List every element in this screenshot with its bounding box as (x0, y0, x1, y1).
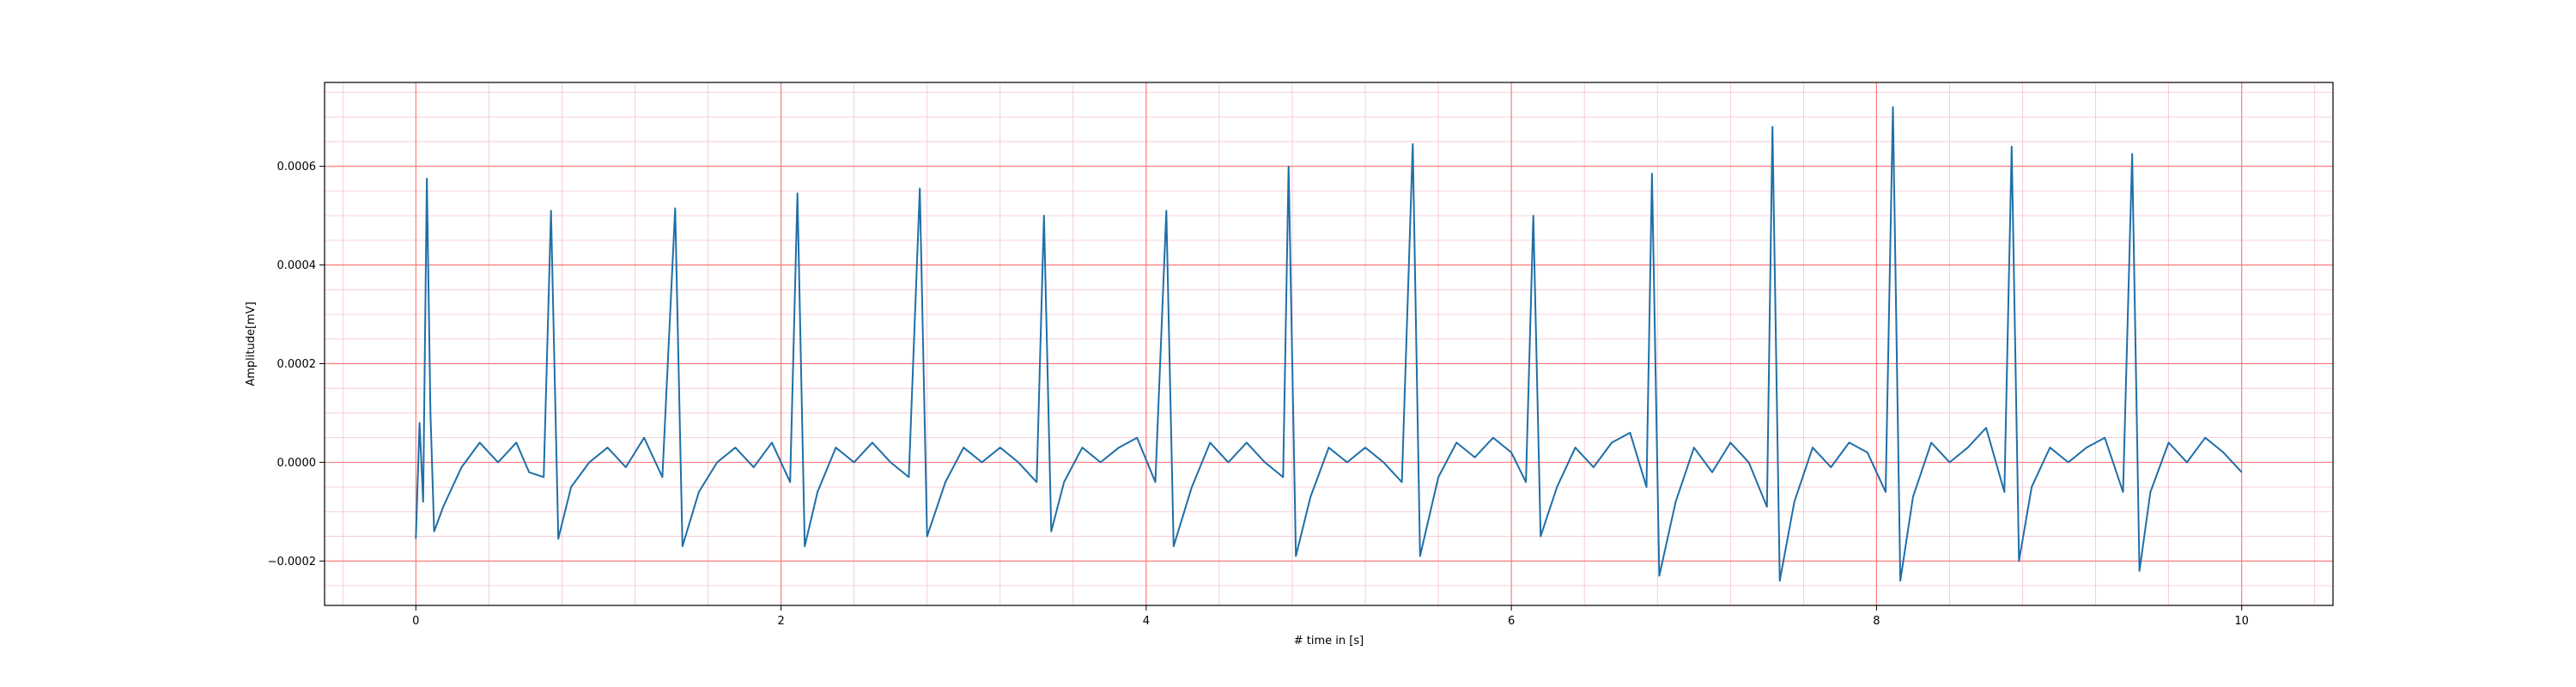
y-tick-label: 0.0004 (277, 259, 317, 272)
x-axis-label: # time in [s] (1294, 635, 1364, 647)
x-tick-label: 0 (412, 615, 419, 628)
x-axis: 0 2 4 6 8 10 (412, 605, 2249, 628)
y-axis-label: Amplitude[mV] (245, 301, 258, 386)
series-layer (415, 106, 2243, 582)
x-tick-label: 4 (1143, 615, 1150, 628)
y-tick-label: 0.0002 (277, 358, 317, 371)
minor-grid (325, 82, 2333, 605)
plot-frame (324, 82, 2334, 606)
x-tick-label: 8 (1873, 615, 1880, 628)
ecg-series-line (415, 106, 2243, 582)
x-tick-label: 2 (777, 615, 784, 628)
x-tick-label: 6 (1508, 615, 1515, 628)
y-axis: −0.0002 0.0000 0.0002 0.0004 0.0006 (268, 161, 325, 568)
x-tick-label: 10 (2234, 615, 2249, 628)
y-tick-label: 0.0000 (277, 457, 317, 470)
y-tick-label: −0.0002 (268, 556, 316, 568)
y-tick-label: 0.0006 (277, 161, 317, 173)
